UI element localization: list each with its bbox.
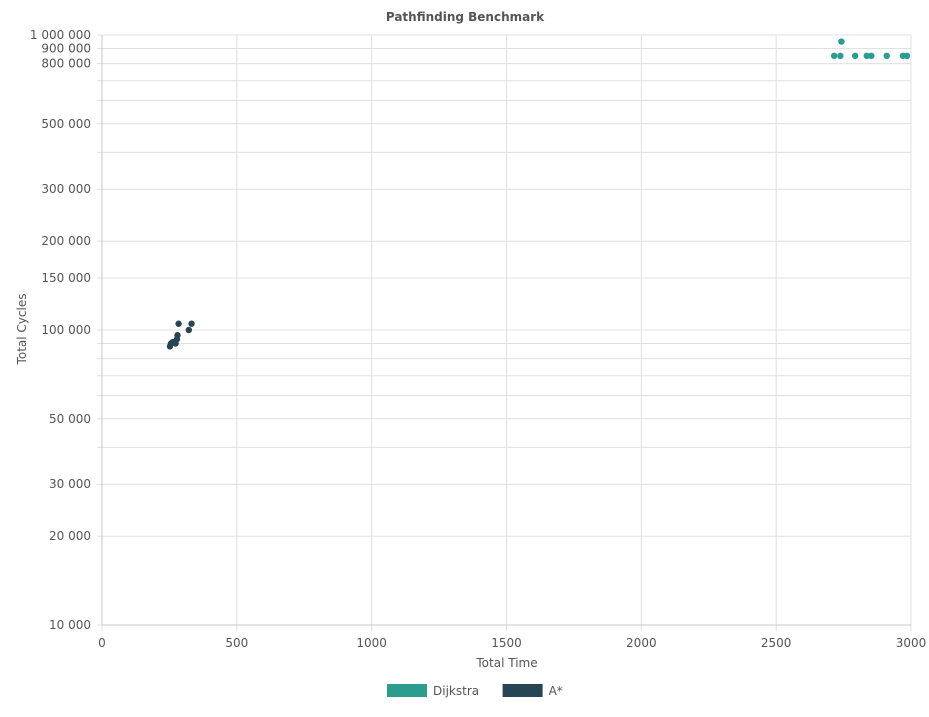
x-tick-label: 1000: [356, 636, 387, 650]
x-tick-label: 0: [98, 636, 106, 650]
data-point: [175, 320, 182, 327]
data-point: [883, 52, 890, 60]
data-point: [903, 52, 911, 60]
y-tick-label: 200 000: [41, 234, 91, 248]
data-point: [838, 38, 845, 45]
legend-label: A*: [549, 684, 563, 698]
data-point: [837, 52, 844, 60]
y-tick-label: 10 000: [49, 618, 91, 632]
data-point: [863, 52, 870, 60]
legend-swatch: [502, 684, 543, 697]
x-tick-label: 2000: [626, 636, 657, 650]
y-tick-label: 300 000: [41, 182, 91, 196]
y-tick-label: 150 000: [41, 271, 91, 285]
data-point: [830, 52, 838, 60]
legend: Dijkstra A*: [387, 684, 563, 698]
y-tick-label: 1 000 000: [30, 28, 91, 42]
y-tick-label: 50 000: [49, 412, 91, 426]
y-tick-label: 500 000: [41, 117, 91, 131]
data-points: [166, 38, 911, 350]
axes: [101, 35, 911, 626]
data-point: [185, 326, 193, 334]
x-axis-ticks: 0 500 1000 1500 2000 2500 3000: [98, 636, 926, 650]
x-tick-label: 2500: [761, 636, 792, 650]
legend-label: Dijkstra: [433, 684, 479, 698]
data-point: [173, 336, 181, 343]
series-dijkstra: [830, 38, 911, 60]
y-tick-label: 900 000: [41, 41, 91, 55]
x-axis-label: Total Time: [475, 656, 537, 670]
y-tick-label: 20 000: [49, 529, 91, 543]
series-a: [166, 320, 195, 350]
y-tick-label: 100 000: [41, 323, 91, 337]
legend-swatch: [387, 684, 427, 697]
y-tick-label: 30 000: [49, 477, 91, 491]
y-axis-ticks: 10 000 20 000 30 000 50 000 100 000 150 000 20…: [30, 28, 91, 632]
x-tick-label: 3000: [896, 636, 927, 650]
data-point: [868, 52, 875, 60]
x-tick-label: 1500: [491, 636, 522, 650]
x-tick-label: 500: [225, 636, 248, 650]
y-tick-label: 800 000: [41, 57, 91, 71]
y-axis-label: Total Cycles: [15, 294, 29, 366]
data-point: [851, 52, 859, 60]
grid-lines: [97, 34, 912, 631]
chart-title: Pathfinding Benchmark: [386, 10, 545, 24]
data-point: [188, 320, 195, 327]
